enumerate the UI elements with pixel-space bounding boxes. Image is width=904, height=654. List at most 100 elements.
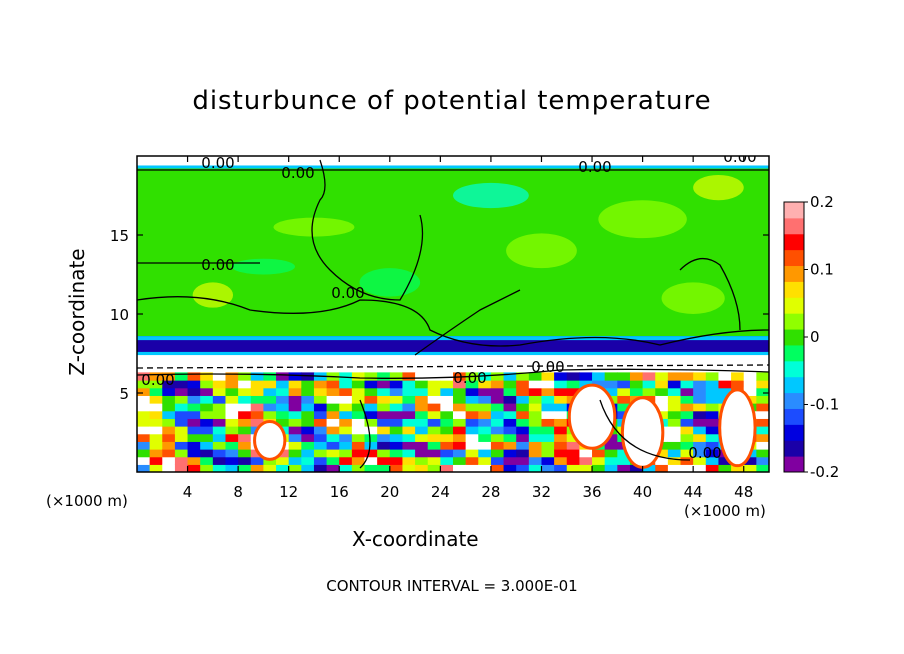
lower-cell xyxy=(667,380,682,389)
lower-cell xyxy=(693,464,707,472)
lower-cell xyxy=(705,380,720,389)
lower-cell xyxy=(351,464,366,472)
lower-cell xyxy=(339,387,353,396)
contour-label: 0.00 xyxy=(281,164,314,182)
lower-cell xyxy=(339,403,353,412)
upper-anomaly xyxy=(661,282,725,315)
lower-cell xyxy=(263,464,277,472)
lower-cell xyxy=(137,464,151,472)
colorbar-swatch xyxy=(784,392,804,409)
lower-cell xyxy=(592,372,606,381)
lower-cell xyxy=(174,395,189,404)
lower-cell xyxy=(288,380,302,389)
lower-cell xyxy=(503,380,517,389)
lower-cell xyxy=(440,403,454,412)
lower-cell xyxy=(490,464,505,472)
lower-cell xyxy=(680,410,694,419)
lower-cell xyxy=(743,387,757,396)
lower-cell xyxy=(162,426,176,435)
lower-cell xyxy=(389,433,404,442)
lower-cell xyxy=(250,387,264,396)
colorbar-swatch xyxy=(784,249,804,267)
lower-cell xyxy=(756,449,769,458)
lower-cell xyxy=(402,380,416,389)
lower-cell xyxy=(503,410,517,419)
lower-cell xyxy=(377,441,391,450)
x-tick-label: 20 xyxy=(380,483,399,501)
lower-cell xyxy=(680,403,694,412)
lower-cell xyxy=(250,372,264,381)
lower-cell xyxy=(174,403,189,412)
lower-cell xyxy=(541,387,555,396)
lower-cell xyxy=(326,456,340,465)
lower-cell xyxy=(415,372,429,381)
lower-cell xyxy=(225,441,239,450)
lower-cell xyxy=(478,456,492,465)
lower-cell xyxy=(212,387,227,396)
lower-cell xyxy=(604,441,618,450)
lower-cell xyxy=(667,441,682,450)
lower-cell xyxy=(478,380,492,389)
lower-cell xyxy=(655,449,669,458)
lower-cell xyxy=(503,426,517,435)
lower-cell xyxy=(566,387,580,396)
lower-cell xyxy=(377,403,391,412)
colorbar-tick-label: 0 xyxy=(810,328,820,346)
lower-cell xyxy=(528,456,543,465)
lower-cell xyxy=(693,433,707,442)
lower-cell xyxy=(667,403,682,412)
lower-cell xyxy=(528,426,543,435)
lower-cell xyxy=(162,418,176,427)
lower-cell xyxy=(579,456,593,465)
lower-cell xyxy=(301,456,315,465)
lower-cell xyxy=(503,372,517,381)
lower-cell xyxy=(200,380,214,389)
lower-cell xyxy=(465,395,479,404)
lower-cell xyxy=(415,441,429,450)
lower-cell xyxy=(693,395,707,404)
x-axis-ticks: 4 8 12 16 20 24 28 32 36 40 44 48 xyxy=(183,156,753,501)
lower-cell xyxy=(263,403,277,412)
lower-cell xyxy=(604,456,618,465)
lower-cell xyxy=(554,441,568,450)
lower-cell xyxy=(503,387,517,396)
lower-cell xyxy=(326,441,340,450)
contour-label: 0.00 xyxy=(453,369,486,387)
lower-cell xyxy=(137,372,151,381)
colorbar-tick-label: 0.2 xyxy=(810,193,834,211)
lower-cell xyxy=(453,456,467,465)
lower-cell xyxy=(516,410,530,419)
lower-cell xyxy=(478,441,492,450)
lower-cell xyxy=(503,403,517,412)
lower-cell xyxy=(478,410,492,419)
x-tick-label: 28 xyxy=(481,483,500,501)
lower-cell xyxy=(693,380,707,389)
lower-cell xyxy=(200,433,214,442)
lower-cell xyxy=(490,433,505,442)
lower-cell xyxy=(187,449,201,458)
lower-cell xyxy=(187,441,201,450)
x-tick-label: 32 xyxy=(532,483,551,501)
lower-cell xyxy=(592,464,606,472)
lower-cell xyxy=(389,464,404,472)
lower-cell xyxy=(389,441,404,450)
lower-cell xyxy=(756,418,769,427)
lower-cell xyxy=(377,410,391,419)
lower-cell xyxy=(427,464,441,472)
lower-cell xyxy=(554,410,568,419)
lower-cell xyxy=(238,387,252,396)
lower-cell xyxy=(554,456,568,465)
lower-cell xyxy=(667,395,682,404)
lower-cell xyxy=(351,449,366,458)
lower-cell xyxy=(642,464,656,472)
lower-cell xyxy=(288,441,302,450)
lower-cell xyxy=(364,449,378,458)
lower-cell xyxy=(339,418,353,427)
lower-cell xyxy=(364,372,378,381)
contour-line xyxy=(679,258,741,331)
lower-cell xyxy=(263,395,277,404)
lower-cell xyxy=(149,387,163,396)
lower-cell xyxy=(276,418,290,427)
lower-cell xyxy=(503,449,517,458)
lower-cell xyxy=(617,372,631,381)
